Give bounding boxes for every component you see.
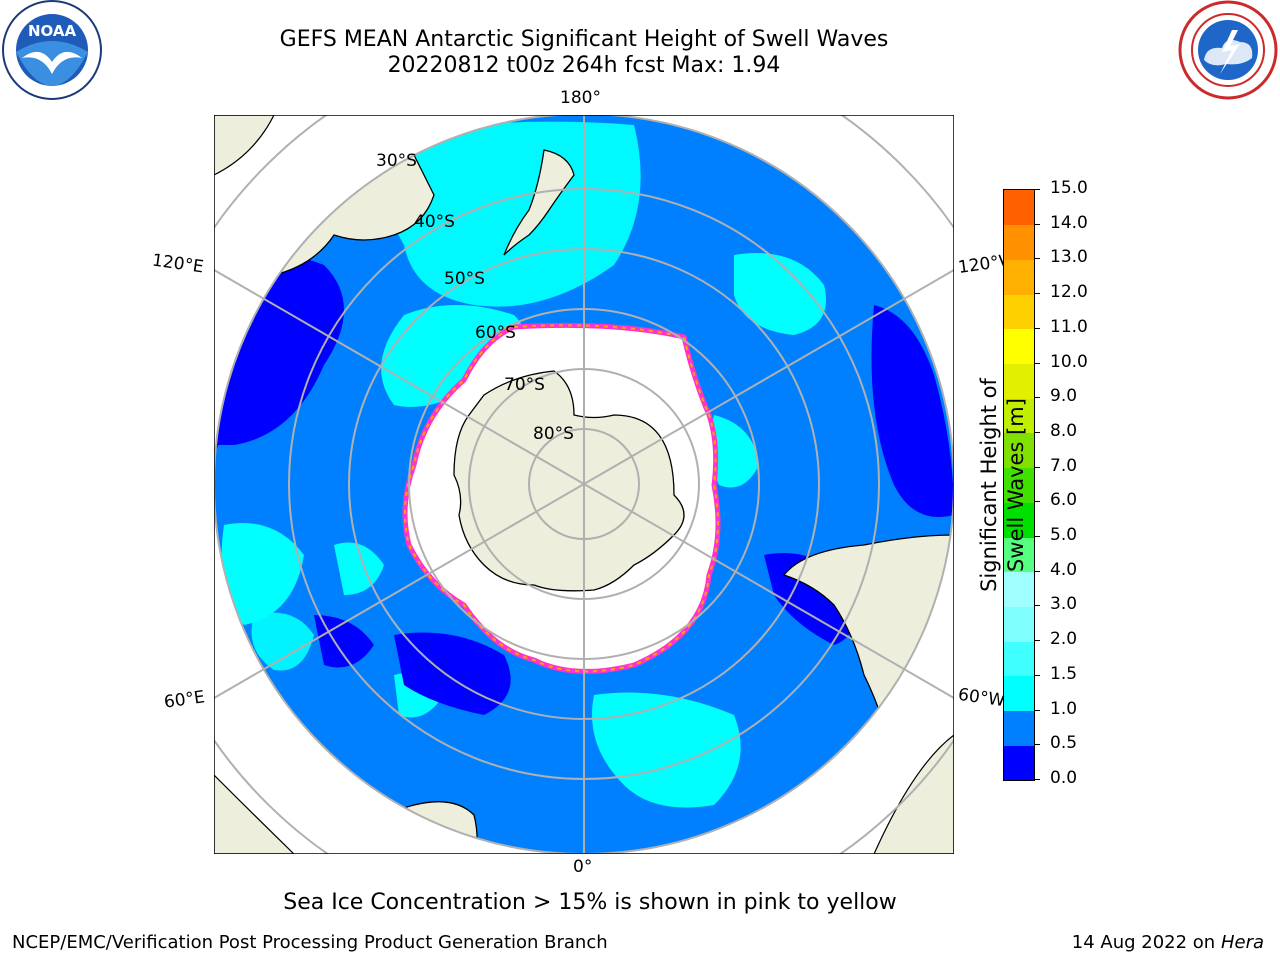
colorbar-segment — [1004, 571, 1034, 607]
colorbar-tick-label: 3.0 — [1050, 594, 1078, 615]
plot-title: GEFS MEAN Antarctic Significant Height o… — [279, 27, 889, 52]
lat-label-60s: 60°S — [475, 323, 516, 343]
colorbar-tick-mark — [1034, 431, 1040, 433]
colorbar-segment — [1004, 294, 1034, 330]
colorbar-tick-label: 5.0 — [1050, 525, 1078, 546]
national-weather-service-logo — [1178, 0, 1278, 100]
colorbar-tick-mark — [1034, 674, 1040, 676]
colorbar-tick-mark — [1034, 605, 1040, 607]
lat-label-40s: 40°S — [414, 212, 455, 232]
colorbar-tick-mark — [1034, 779, 1040, 780]
plot-subtitle: 20220812 t00z 264h fcst Max: 1.94 — [387, 53, 781, 78]
lon-label-60w: 60°W — [956, 684, 1007, 712]
colorbar-segment — [1004, 675, 1034, 712]
colorbar-tick-label: 10.0 — [1050, 351, 1088, 372]
colorbar-tick-label: 14.0 — [1050, 212, 1088, 233]
colorbar-tick-mark — [1034, 327, 1040, 329]
colorbar-tick-label: 8.0 — [1050, 420, 1078, 441]
colorbar-tick-label: 0.5 — [1050, 733, 1078, 754]
lon-label-60e: 60°E — [162, 687, 207, 713]
colorbar-tick-mark — [1034, 640, 1040, 642]
colorbar-tick-mark — [1034, 744, 1040, 746]
colorbar — [1003, 189, 1035, 781]
colorbar-tick-label: 4.0 — [1050, 559, 1078, 580]
antarctica — [453, 370, 685, 592]
colorbar-tick-label: 2.0 — [1050, 629, 1078, 650]
colorbar-segment — [1004, 467, 1034, 503]
sea-ice-note: Sea Ice Concentration > 15% is shown in … — [283, 890, 897, 915]
colorbar-tick-mark — [1034, 223, 1040, 225]
colorbar-tick-label: 1.5 — [1050, 663, 1078, 684]
colorbar-segment — [1004, 398, 1034, 434]
colorbar-tick-mark — [1034, 293, 1040, 295]
colorbar-segment — [1004, 224, 1034, 260]
colorbar-segment — [1004, 432, 1034, 469]
lon-label-180: 180° — [560, 88, 601, 108]
colorbar-tick-label: 12.0 — [1050, 282, 1088, 303]
colorbar-tick-label: 0.0 — [1050, 768, 1078, 788]
polar-map — [214, 115, 954, 854]
colorbar-segment — [1004, 710, 1034, 746]
colorbar-segment — [1004, 502, 1034, 538]
colorbar-tick-mark — [1034, 189, 1040, 190]
colorbar-tick-label: 6.0 — [1050, 490, 1078, 511]
footer-branch: NCEP/EMC/Verification Post Processing Pr… — [12, 932, 608, 953]
lat-label-50s: 50°S — [444, 269, 485, 289]
colorbar-tick-label: 1.0 — [1050, 698, 1078, 719]
colorbar-segment — [1004, 537, 1034, 573]
colorbar-tick-label: 7.0 — [1050, 455, 1078, 476]
graticule — [214, 115, 954, 854]
colorbar-segment — [1004, 641, 1034, 677]
colorbar-segment — [1004, 606, 1034, 642]
colorbar-segment — [1004, 745, 1034, 781]
colorbar-segment — [1004, 328, 1034, 365]
colorbar-tick-mark — [1034, 397, 1040, 399]
colorbar-segment — [1004, 259, 1034, 295]
colorbar-ticks: 0.0 0.5 1.0 1.5 2.0 3.0 4.0 5.0 6.0 7.0 8.0 9.0 10.0… — [1034, 178, 1094, 788]
new-zealand — [503, 149, 575, 256]
lon-label-0: 0° — [573, 857, 593, 877]
colorbar-tick-label: 11.0 — [1050, 316, 1088, 337]
colorbar-tick-mark — [1034, 466, 1040, 468]
colorbar-tick-label: 9.0 — [1050, 386, 1078, 407]
colorbar-tick-mark — [1034, 709, 1040, 711]
colorbar-tick-mark — [1034, 258, 1040, 260]
colorbar-tick-mark — [1034, 570, 1040, 572]
svg-text:NOAA: NOAA — [28, 22, 77, 40]
footer-date: 14 Aug 2022 on Hera — [1071, 932, 1264, 953]
lat-label-30s: 30°S — [376, 151, 417, 171]
colorbar-label: Significant Height of Swell Waves [m] — [977, 378, 1028, 592]
colorbar-tick-mark — [1034, 536, 1040, 538]
colorbar-tick-mark — [1034, 501, 1040, 503]
colorbar-tick-label: 13.0 — [1050, 247, 1088, 268]
noaa-logo: NOAA — [2, 0, 102, 100]
colorbar-segment — [1004, 363, 1034, 399]
lon-label-120e: 120°E — [150, 250, 205, 278]
lat-label-70s: 70°S — [504, 375, 545, 395]
colorbar-tick-mark — [1034, 362, 1040, 364]
lat-label-80s: 80°S — [533, 424, 574, 444]
colorbar-tick-label: 15.0 — [1050, 178, 1088, 198]
colorbar-segment — [1004, 190, 1034, 226]
